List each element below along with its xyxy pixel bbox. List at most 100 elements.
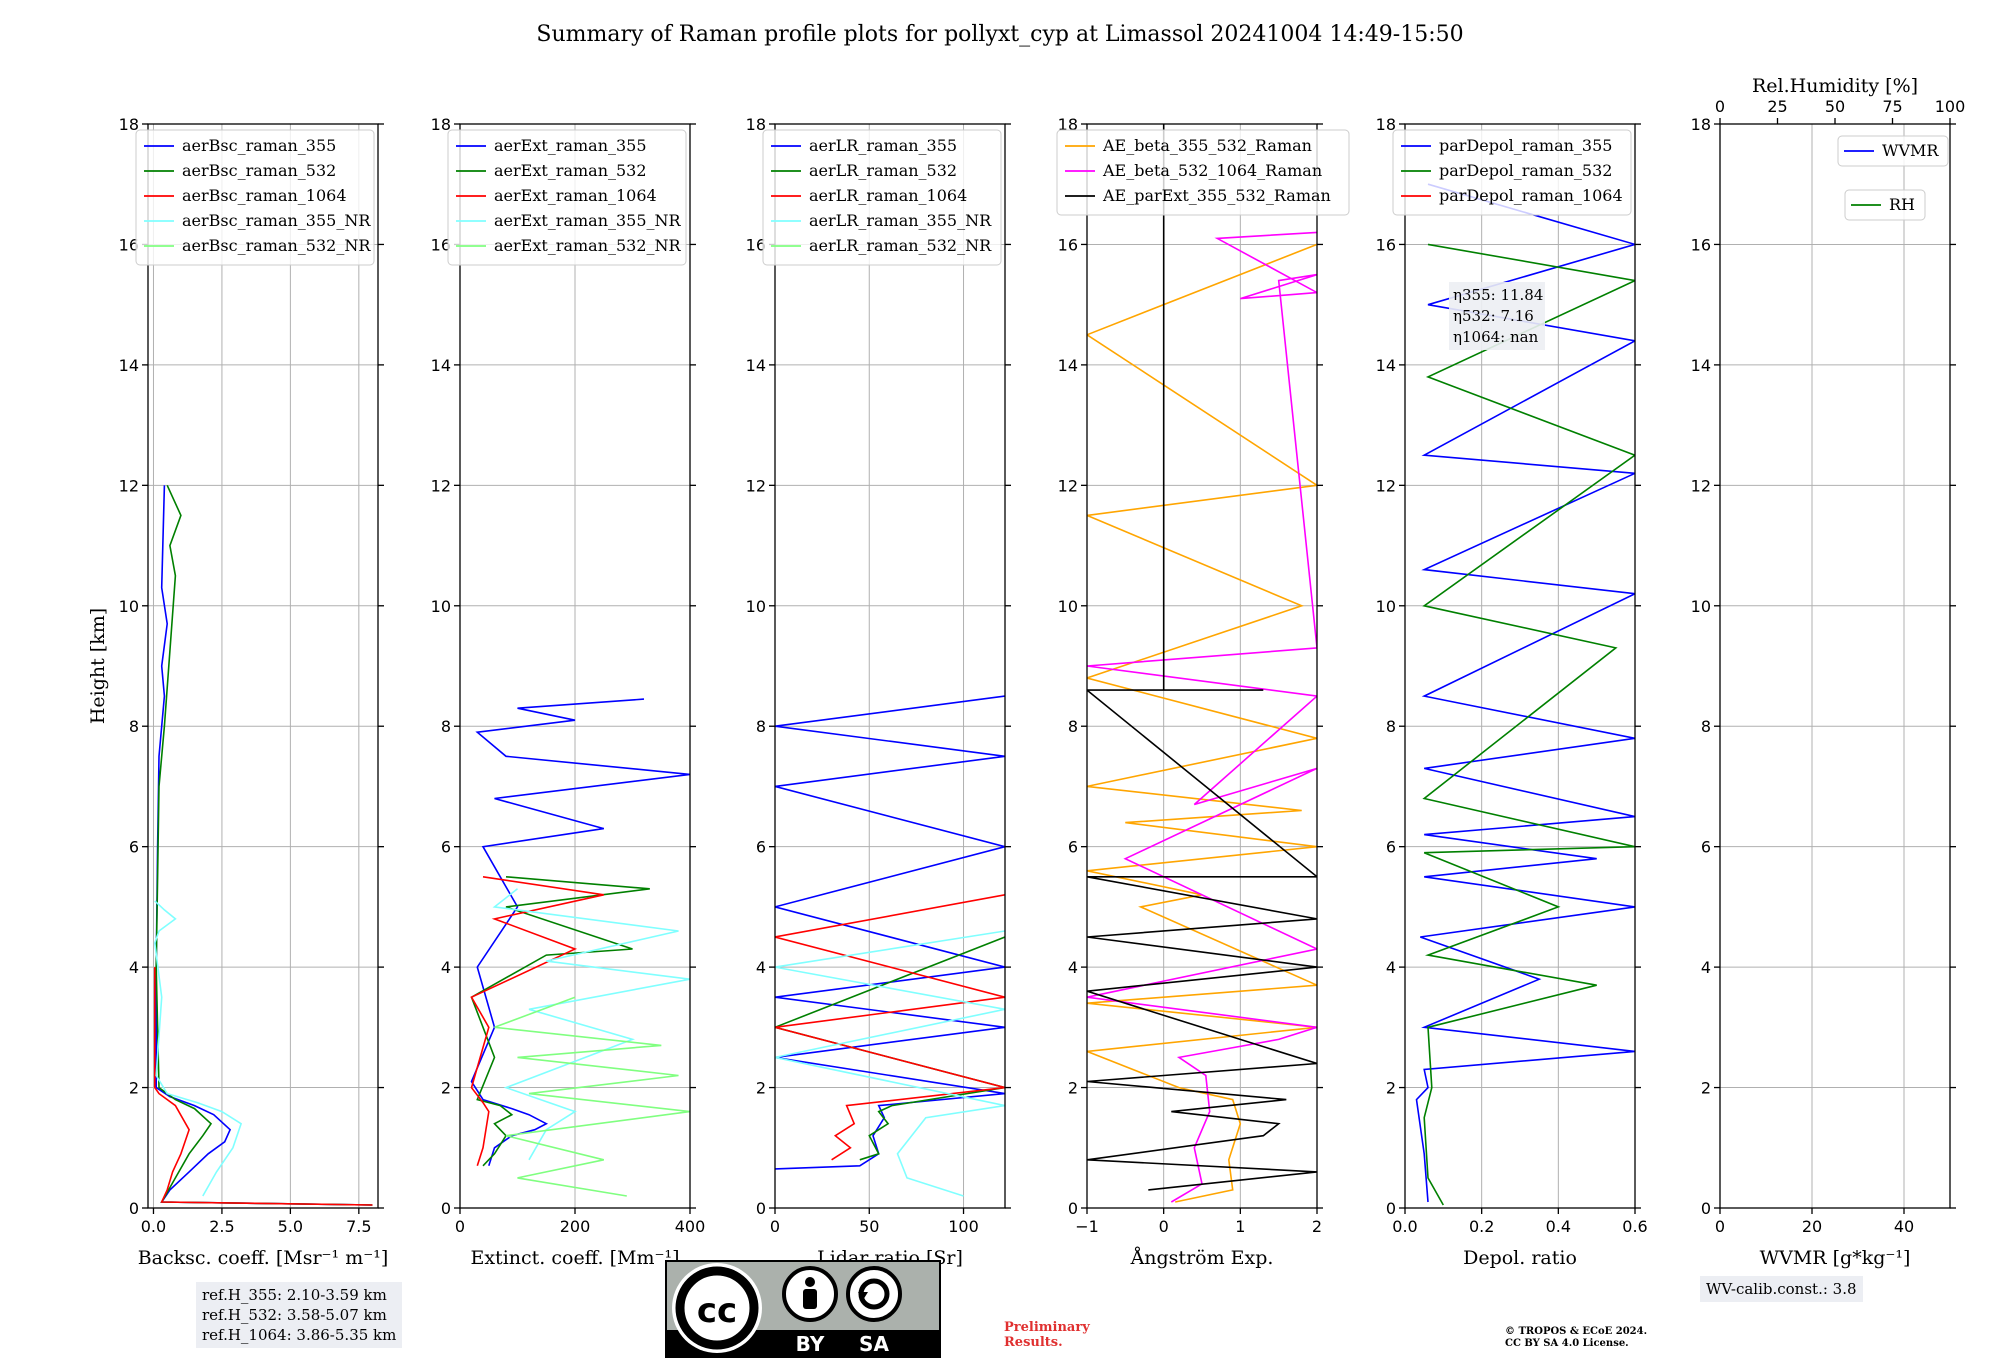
legend: parDepol_raman_355 parDepol_raman_532 parD…	[1392, 129, 1632, 216]
x-tick-label: 7.5	[346, 1217, 371, 1236]
y-tick-label: 0	[756, 1199, 766, 1218]
legend: aerLR_raman_355 aerLR_raman_532 aerLR_rama…	[762, 129, 1002, 266]
y-tick-label: 0	[1701, 1199, 1711, 1218]
legend-box	[1392, 129, 1632, 216]
series-group	[775, 695, 1005, 1197]
y-tick-label: 12	[1058, 476, 1078, 495]
legend-label: aerLR_raman_532	[809, 161, 957, 180]
y-tick-label: 18	[119, 115, 139, 134]
preliminary-note: Preliminary Results.	[1004, 1320, 1090, 1350]
y-tick-label: 16	[119, 235, 139, 254]
y-tick-label: 10	[431, 597, 451, 616]
series-line-aerExt_raman_355	[470, 698, 690, 1167]
share-alike-icon	[846, 1266, 902, 1322]
legend-box	[1837, 135, 1949, 167]
ref-heights-box: ref.H_355: 2.10-3.59 km ref.H_532: 3.58-…	[196, 1282, 403, 1348]
ref-height-1064: ref.H_1064: 3.86-5.35 km	[202, 1326, 397, 1344]
x-axis-label: Depol. ratio	[1463, 1247, 1577, 1269]
series-line-aerBsc_raman_532	[155, 484, 373, 1206]
y-tick-label: 4	[129, 958, 139, 977]
legend-label: aerBsc_raman_355	[182, 136, 336, 155]
x-axis-label: Extinct. coeff. [Mm⁻¹]	[470, 1247, 679, 1269]
svg-text:cc: cc	[697, 1291, 737, 1331]
top-x-tick-label: 0	[1715, 97, 1725, 116]
series-line-parDepol_raman_532	[1422, 243, 1635, 1206]
legend-label: parDepol_raman_532	[1439, 161, 1612, 180]
annotation-line: η355: 11.84	[1453, 286, 1543, 304]
legend-label: aerExt_raman_532_NR	[494, 236, 682, 255]
x-tick-label: 0	[1159, 1217, 1169, 1236]
y-tick-label: 10	[746, 597, 766, 616]
series-line-aerLR_raman_1064	[775, 894, 1005, 1161]
y-tick-label: 2	[1068, 1079, 1078, 1098]
legend: aerExt_raman_355 aerExt_raman_532 aerExt_r…	[447, 129, 687, 266]
top-x-tick-label: 100	[1935, 97, 1966, 116]
legend-box	[1056, 129, 1350, 216]
legend-box	[762, 129, 1002, 266]
y-tick-label: 8	[1068, 717, 1078, 736]
y-axis-label: Height [km]	[87, 608, 109, 724]
panel-ext: 0 2 4 6 8 10 12 14 16 18 0 200 400 Extinct. coeff. [M…	[431, 115, 706, 1269]
legend-label: WVMR	[1882, 141, 1939, 160]
y-tick-label: 6	[441, 838, 451, 857]
y-tick-label: 10	[1058, 597, 1078, 616]
y-tick-label: 6	[756, 838, 766, 857]
series-line-aerBsc_raman_1064	[154, 967, 373, 1206]
y-tick-label: 2	[129, 1079, 139, 1098]
x-tick-label: 0	[770, 1217, 780, 1236]
copyright-line-2: CC BY SA 4.0 License.	[1505, 1338, 1629, 1349]
x-tick-label: 0	[455, 1217, 465, 1236]
legend-label: aerBsc_raman_355_NR	[182, 211, 371, 230]
y-tick-label: 16	[1376, 235, 1396, 254]
ref-height-532: ref.H_532: 3.58-5.07 km	[202, 1306, 387, 1324]
series-line-aerLR_raman_532	[775, 936, 1005, 1161]
y-tick-label: 2	[441, 1079, 451, 1098]
x-axis-label: Backsc. coeff. [Msr⁻¹ m⁻¹]	[138, 1247, 389, 1269]
annotation-line: η532: 7.16	[1453, 307, 1534, 325]
y-tick-label: 16	[1691, 235, 1711, 254]
badge-sa-label: SA	[859, 1332, 889, 1356]
y-tick-label: 14	[119, 356, 139, 375]
legend-label: aerBsc_raman_1064	[182, 186, 347, 205]
figure-title: Summary of Raman profile plots for polly…	[536, 22, 1464, 47]
axes-frame	[774, 123, 1006, 1209]
x-tick-label: 0.0	[1392, 1217, 1417, 1236]
annotation-line: η1064: nan	[1453, 328, 1539, 346]
legend-WVMR: WVMR	[1837, 135, 1949, 167]
axes-frame	[1086, 123, 1318, 1209]
series-line-aerExt_raman_532_NR	[494, 996, 690, 1197]
badge-by-label: BY	[796, 1332, 825, 1356]
y-tick-label: 4	[1701, 958, 1711, 977]
x-tick-label: 0.2	[1469, 1217, 1494, 1236]
copyright-line-1: © TROPOS & ECoE 2024.	[1505, 1326, 1648, 1337]
legend-label: aerLR_raman_355	[809, 136, 957, 155]
series-line-aerBsc_raman_355_NR	[153, 900, 243, 1197]
series-line-AE_beta_355_532_Raman	[1087, 243, 1317, 1203]
x-axis-label: Ångström Exp.	[1130, 1247, 1274, 1269]
axes-frame	[1719, 123, 1951, 1209]
top-x-tick-label: 50	[1825, 97, 1845, 116]
x-tick-label: 5.0	[278, 1217, 303, 1236]
y-tick-label: 6	[1068, 838, 1078, 857]
y-tick-label: 10	[1691, 597, 1711, 616]
wv-calib-const: WV-calib.const.: 3.8	[1706, 1280, 1857, 1298]
y-tick-label: 16	[431, 235, 451, 254]
y-tick-label: 18	[431, 115, 451, 134]
x-tick-label: −1	[1075, 1217, 1099, 1236]
x-tick-label: 0	[1715, 1217, 1725, 1236]
y-tick-label: 12	[1691, 476, 1711, 495]
series-line-aerLR_raman_355	[775, 695, 1005, 1170]
x-tick-label: 40	[1894, 1217, 1914, 1236]
y-tick-label: 2	[756, 1079, 766, 1098]
legend-label: aerBsc_raman_532_NR	[182, 236, 371, 255]
series-line-AE_beta_532_1064_Raman	[1087, 231, 1317, 1203]
legend-box	[1844, 189, 1926, 221]
legend-label: RH	[1889, 195, 1915, 214]
series-group	[1415, 183, 1635, 1206]
y-tick-label: 0	[129, 1199, 139, 1218]
y-tick-label: 18	[746, 115, 766, 134]
y-tick-label: 8	[1386, 717, 1396, 736]
cc-by-sa-badge: cc BY SA	[665, 1260, 941, 1358]
y-tick-label: 14	[431, 356, 451, 375]
